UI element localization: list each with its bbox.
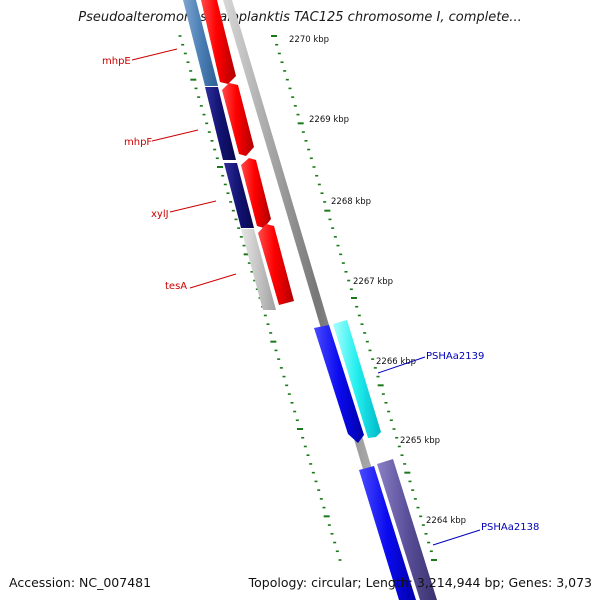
tick-label: 2269 kbp xyxy=(309,115,349,125)
label-leader xyxy=(151,129,199,142)
gene-block-mhpE[interactable] xyxy=(183,0,218,86)
gene-label-mhpF[interactable]: mhpF xyxy=(124,137,152,148)
tick-label: 2264 kbp xyxy=(426,516,466,526)
gene-arrow-tesA[interactable] xyxy=(258,224,294,305)
gene-arrow-xylJ[interactable] xyxy=(241,158,271,228)
accession-text: Accession: NC_007481 xyxy=(9,575,152,590)
label-leader xyxy=(377,356,426,374)
tick-label: 2266 kbp xyxy=(376,357,416,367)
label-leader xyxy=(131,48,178,61)
tick-label: 2268 kbp xyxy=(331,197,371,207)
gene-label-mhpE[interactable]: mhpE xyxy=(102,56,131,67)
tick-label: 2267 kbp xyxy=(353,277,393,287)
gene-arrow-PSHAa2138-blue[interactable] xyxy=(359,466,416,600)
gene-label-tesA[interactable]: tesA xyxy=(165,281,187,292)
tick-label: 2270 kbp xyxy=(289,35,329,45)
gene-label-PSHAa2138[interactable]: PSHAa2138 xyxy=(481,522,539,533)
gene-block-xylJ[interactable] xyxy=(224,163,254,228)
label-leader xyxy=(169,200,217,213)
gene-arrow-PSHAa2139-cyan[interactable] xyxy=(333,320,381,438)
gene-label-xylJ[interactable]: xylJ xyxy=(151,209,169,220)
genome-summary-text: Topology: circular; Length: 3,214,944 bp… xyxy=(248,575,592,590)
tick-label: 2265 kbp xyxy=(400,436,440,446)
gene-block-PSHAa2138-slate[interactable] xyxy=(377,459,437,600)
gene-arrow-mhpE[interactable] xyxy=(201,0,236,84)
gene-block-mhpF[interactable] xyxy=(205,87,236,160)
chromosome-backbone xyxy=(223,0,411,600)
gene-arrow-PSHAa2139-blue[interactable] xyxy=(314,325,364,443)
label-leader xyxy=(189,273,237,289)
scale-track xyxy=(178,35,437,561)
gene-label-PSHAa2139[interactable]: PSHAa2139 xyxy=(426,351,484,362)
gene-arrow-mhpF[interactable] xyxy=(222,83,254,156)
label-leader xyxy=(432,529,481,546)
gene-block-tesA[interactable] xyxy=(241,229,276,310)
